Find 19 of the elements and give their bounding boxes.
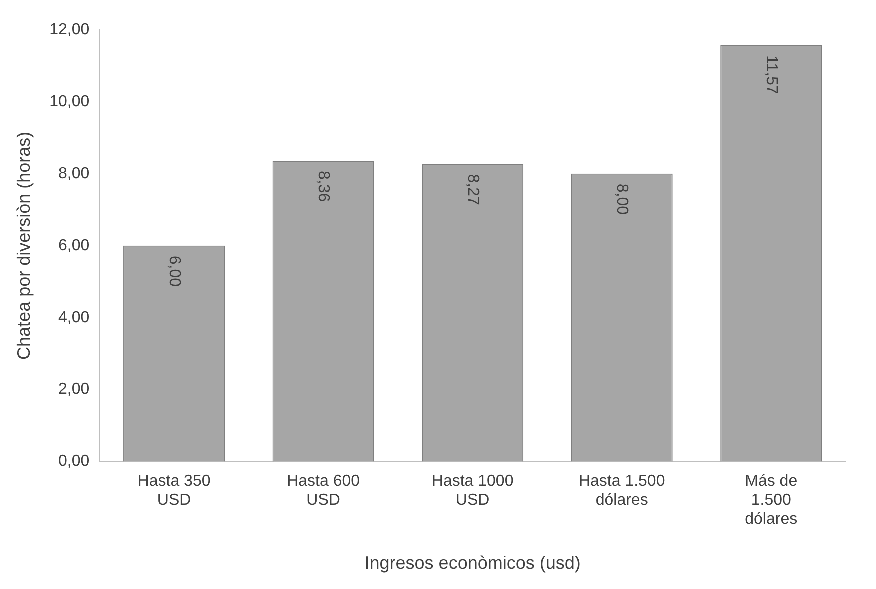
data-label: 8,27: [464, 174, 482, 206]
x-tick-label: Hasta 1000 USD: [432, 472, 514, 510]
y-tick-label: 2,00: [58, 381, 90, 398]
y-tick-label: 6,00: [58, 237, 90, 254]
y-tick-label: 8,00: [58, 165, 90, 182]
y-tick-label: 4,00: [58, 309, 90, 326]
data-label: 6,00: [166, 256, 183, 288]
y-tick-label: 10,00: [50, 93, 90, 110]
x-tick-label: Hasta 600 USD: [287, 472, 360, 510]
y-axis-title: Chatea por diversiòn (horas): [14, 132, 34, 360]
y-tick-label: 0,00: [58, 453, 90, 470]
x-tick-label: Hasta 1.500 dólares: [578, 472, 666, 510]
x-tick-label: Hasta 350 USD: [138, 472, 211, 510]
data-label: 11,57: [762, 55, 780, 94]
x-tick-label: Más de 1.500 dólares: [745, 472, 798, 528]
x-axis-title: Ingresos econòmicos (usd): [364, 553, 581, 574]
data-label: 8,00: [614, 184, 631, 216]
data-label: 8,36: [315, 170, 332, 202]
y-tick-label: 12,00: [50, 21, 90, 38]
